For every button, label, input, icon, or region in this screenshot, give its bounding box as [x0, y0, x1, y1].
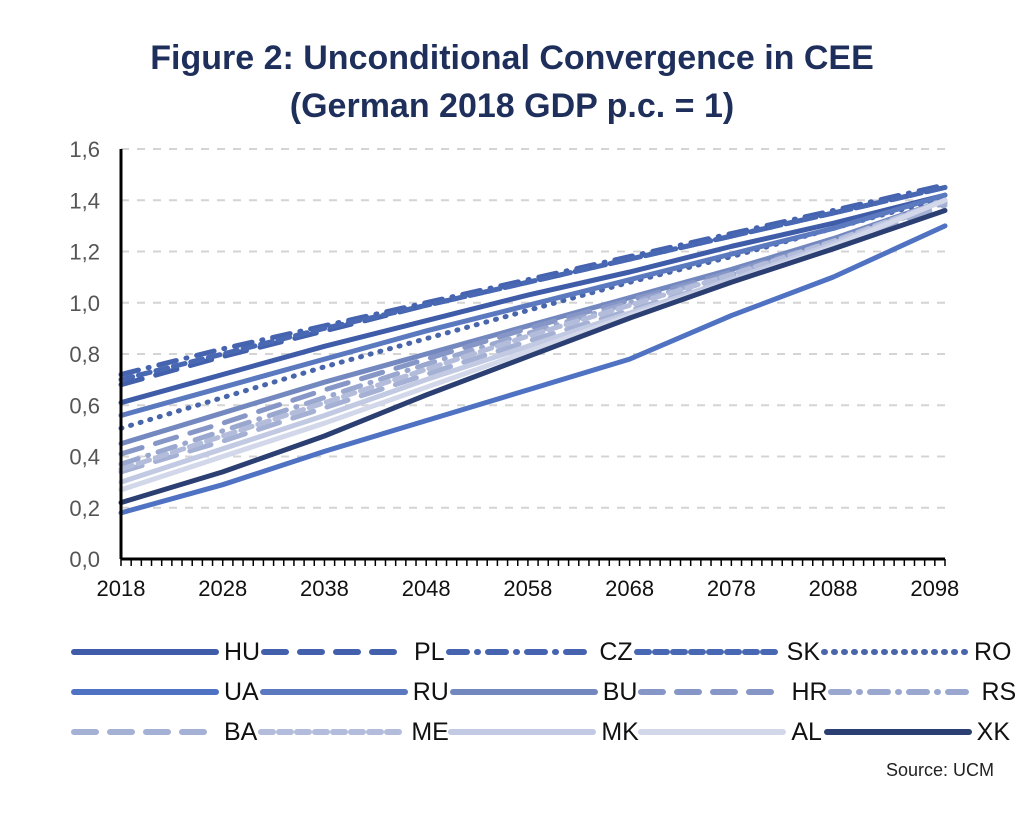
legend-label: BU [602, 677, 638, 706]
legend-swatch [449, 689, 598, 695]
legend-swatch [71, 649, 219, 655]
legend-item-ua: UA [70, 678, 259, 707]
x-tick-label: 2048 [402, 576, 451, 601]
series-line-ua [118, 223, 948, 516]
legend-label: XK [976, 717, 1010, 746]
legend-label: CZ [599, 637, 633, 666]
legend-item-me: ME [257, 717, 449, 747]
legend-label: PL [414, 637, 445, 666]
legend-swatch [446, 649, 595, 655]
legend-swatch [258, 729, 407, 735]
legend-item-cz: CZ [445, 637, 633, 667]
x-tick-label: 2038 [300, 576, 349, 601]
legend-label: RU [412, 677, 449, 706]
legend-label: HR [791, 677, 828, 706]
legend-item-xk: XK [823, 718, 1010, 747]
legend-label: HU [224, 637, 261, 666]
series-line-me [118, 197, 948, 472]
legend-item-hu: HU [70, 638, 260, 667]
legend-swatch [71, 729, 219, 735]
legend-label: SK [786, 637, 820, 666]
legend-item-mk: MK [447, 717, 639, 747]
legend-swatch [638, 729, 787, 735]
legend-item-rs: RS [827, 678, 1016, 707]
y-tick-label: 0,4 [69, 445, 100, 470]
series-line-ba [118, 202, 948, 475]
y-tick-label: 0,0 [69, 547, 100, 572]
series-line-xk [118, 208, 948, 506]
legend-label: MK [601, 717, 639, 746]
legend-item-ro: RO [820, 637, 1012, 667]
x-tick-label: 2098 [910, 576, 959, 601]
legend-swatch [823, 729, 972, 735]
x-tick-label: 2068 [605, 576, 654, 601]
legend-item-ru: RU [259, 678, 449, 707]
y-tick-labels: 0,0 0,2 0,4 0,6 0,8 1,0 1,2 1,4 1,6 [69, 137, 100, 572]
y-tick-label: 1,0 [69, 291, 100, 316]
legend-swatch [821, 649, 969, 655]
x-tick-labels: 2018 2028 2038 2048 2058 2068 2078 2088 2098 [97, 576, 960, 601]
legend-swatch [71, 689, 219, 695]
legend-row: HU PL CZ SK RO [70, 632, 1012, 672]
x-tick-label: 2058 [503, 576, 552, 601]
legend-label: UA [224, 677, 259, 706]
y-tick-label: 0,6 [69, 393, 100, 418]
y-tick-label: 0,8 [69, 342, 100, 367]
legend-item-pl: PL [260, 638, 445, 667]
legend-row: BA ME MK AL XK [70, 712, 1010, 752]
legend: HU PL CZ SK RO UA RU BU HR RS BA ME MK AL XK [70, 632, 1016, 752]
legend-label: RS [981, 677, 1017, 706]
series-line-hr [118, 197, 948, 457]
legend-label: ME [411, 717, 449, 746]
series-lines [118, 182, 948, 516]
legend-label: RO [974, 637, 1012, 666]
legend-item-bu: BU [449, 677, 638, 707]
x-tick-label: 2088 [809, 576, 858, 601]
y-tick-label: 1,6 [69, 137, 100, 162]
legend-swatch [448, 729, 597, 735]
chart-subtitle: (German 2018 GDP p.c. = 1) [289, 87, 735, 125]
legend-item-al: AL [637, 718, 822, 747]
series-line-hu [118, 192, 948, 406]
legend-swatch [638, 689, 787, 695]
line-chart: 0,0 0,2 0,4 0,6 0,8 1,0 1,2 1,4 1,6 2018 2028 2038… [69, 137, 960, 601]
legend-row: UA RU BU HR RS [70, 672, 1016, 712]
y-tick-label: 1,2 [69, 240, 100, 265]
legend-swatch [259, 689, 408, 695]
legend-item-hr: HR [637, 677, 828, 707]
legend-item-ba: BA [70, 718, 257, 747]
legend-label: BA [224, 717, 258, 746]
series-line-ro [118, 195, 948, 431]
source-note: Source: UCM [885, 760, 994, 780]
series-line-bu [118, 197, 948, 447]
y-tick-label: 1,4 [69, 188, 100, 213]
legend-item-sk: SK [633, 638, 820, 667]
x-tick-label: 2078 [707, 576, 756, 601]
legend-swatch [828, 689, 977, 695]
x-tick-label: 2018 [97, 576, 146, 601]
axes [119, 149, 946, 566]
chart-title: Figure 2: Unconditional Convergence in C… [150, 39, 874, 77]
legend-swatch [261, 649, 409, 655]
legend-swatch [633, 649, 782, 655]
legend-label: AL [791, 717, 822, 746]
y-tick-label: 0,2 [69, 496, 100, 521]
series-line-sk [118, 184, 948, 383]
x-tick-label: 2028 [198, 576, 247, 601]
series-line-ru [118, 192, 948, 418]
